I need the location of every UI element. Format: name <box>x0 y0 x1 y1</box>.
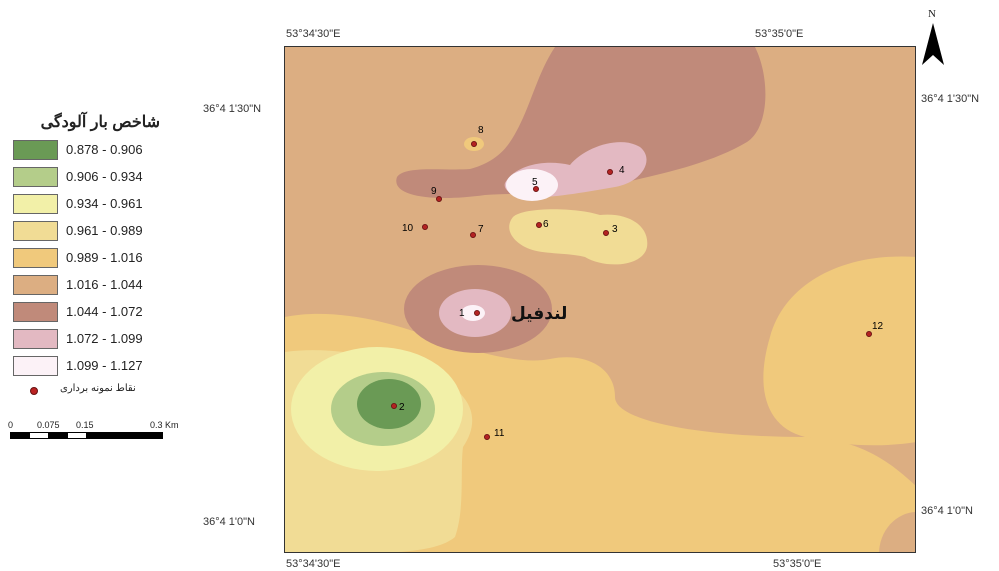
map-canvas[interactable]: 1 2 3 4 5 6 7 8 9 10 11 12 <box>284 46 916 553</box>
sample-label-6: 6 <box>543 219 549 230</box>
legend: شاخص بار آلودگی 0.878 - 0.906 0.906 - 0.… <box>6 112 184 403</box>
scale-label-2: 0.15 <box>76 420 94 430</box>
sample-point-11: 11 <box>483 428 505 440</box>
contour-map: 1 2 3 4 5 6 7 8 9 10 11 12 <box>285 47 915 552</box>
sample-label-3: 3 <box>612 224 618 235</box>
north-label: N <box>928 8 936 20</box>
legend-swatch <box>13 356 58 376</box>
legend-samples-label: نقاط نمونه برداری <box>60 383 136 394</box>
scale-label-1: 0.075 <box>37 420 60 430</box>
sample-label-11: 11 <box>494 428 505 439</box>
sample-label-5: 5 <box>532 177 538 188</box>
legend-swatch <box>13 221 58 241</box>
zone-yellow-patch <box>509 209 648 265</box>
sample-point-7: 7 <box>469 224 484 238</box>
coord-right-top: 36°4 1'30"N <box>921 93 980 105</box>
coord-top-left: 53°34'30"E <box>286 28 341 40</box>
legend-range: 1.016 - 1.044 <box>66 277 143 292</box>
legend-range: 1.072 - 1.099 <box>66 331 143 346</box>
sample-point-1: 1 <box>459 308 480 319</box>
legend-classes: 0.878 - 0.906 0.906 - 0.934 0.934 - 0.96… <box>6 138 184 381</box>
sample-point-icon <box>30 387 38 395</box>
legend-range: 0.961 - 0.989 <box>66 223 143 238</box>
sample-point-6: 6 <box>535 219 549 230</box>
legend-row: 0.906 - 0.934 <box>6 165 184 192</box>
sample-point-8: 8 <box>470 125 484 148</box>
scale-segment <box>10 432 30 439</box>
zone-green <box>357 379 421 429</box>
legend-samples-row: نقاط نمونه برداری <box>6 381 184 403</box>
sample-points: 1 2 3 4 5 6 7 8 9 10 11 12 <box>391 125 884 440</box>
legend-swatch <box>13 167 58 187</box>
zone-white-top <box>506 169 558 201</box>
legend-swatch <box>13 275 58 295</box>
legend-row: 0.878 - 0.906 <box>6 138 184 165</box>
coord-bottom-left: 53°34'30"E <box>286 558 341 570</box>
zone-corner <box>879 512 915 552</box>
zone-white-center <box>461 305 485 321</box>
scale-bar: 0 0.075 0.15 0.3 Km <box>6 420 186 444</box>
sample-label-9: 9 <box>431 186 437 197</box>
legend-range: 0.878 - 0.906 <box>66 142 143 157</box>
scale-segment <box>48 432 68 439</box>
north-arrow: N <box>918 8 948 68</box>
sample-point-12: 12 <box>866 321 884 337</box>
coord-left-top: 36°4 1'30"N <box>203 103 262 115</box>
coord-right-bottom: 36°4 1'0"N <box>921 505 973 517</box>
legend-range: 0.989 - 1.016 <box>66 250 143 265</box>
scale-label-0: 0 <box>8 420 14 430</box>
zone-right-lower <box>763 256 915 446</box>
legend-swatch <box>13 302 58 322</box>
legend-row: 0.961 - 0.989 <box>6 219 184 246</box>
sample-point-9: 9 <box>431 186 442 202</box>
legend-row: 0.989 - 1.016 <box>6 246 184 273</box>
legend-range: 0.906 - 0.934 <box>66 169 143 184</box>
coord-bottom-right: 53°35'0"E <box>773 558 822 570</box>
sample-label-1: 1 <box>459 308 465 319</box>
legend-range: 1.044 - 1.072 <box>66 304 143 319</box>
coord-top-right: 53°35'0"E <box>755 28 804 40</box>
sample-label-12: 12 <box>872 321 884 332</box>
sample-label-7: 7 <box>478 224 484 235</box>
sample-label-10: 10 <box>402 223 414 234</box>
legend-swatch <box>13 329 58 349</box>
legend-swatch <box>13 194 58 214</box>
sample-label-4: 4 <box>619 165 625 176</box>
scale-segment <box>67 432 87 439</box>
sample-point-10: 10 <box>402 223 428 234</box>
legend-range: 1.099 - 1.127 <box>66 358 143 373</box>
legend-range: 0.934 - 0.961 <box>66 196 143 211</box>
sample-label-8: 8 <box>478 125 484 136</box>
legend-row: 1.072 - 1.099 <box>6 327 184 354</box>
sample-point-2: 2 <box>391 402 405 413</box>
sample-point-5: 5 <box>532 177 539 192</box>
legend-row: 0.934 - 0.961 <box>6 192 184 219</box>
place-label: لندفیل <box>511 304 567 324</box>
legend-title: شاخص بار آلودگی <box>40 114 160 131</box>
scale-label-3: 0.3 Km <box>150 420 179 430</box>
legend-row: 1.099 - 1.127 <box>6 354 184 381</box>
legend-row: 1.016 - 1.044 <box>6 273 184 300</box>
legend-swatch <box>13 140 58 160</box>
coord-left-bottom: 36°4 1'0"N <box>203 516 255 528</box>
sample-point-4: 4 <box>606 165 625 176</box>
sample-point-3: 3 <box>602 224 618 236</box>
legend-swatch <box>13 248 58 268</box>
scale-segment <box>29 432 49 439</box>
zone-top-brown <box>396 47 766 198</box>
scale-segment <box>86 432 163 439</box>
legend-row: 1.044 - 1.072 <box>6 300 184 327</box>
sample-label-2: 2 <box>399 402 405 413</box>
north-arrow-icon <box>922 23 944 65</box>
